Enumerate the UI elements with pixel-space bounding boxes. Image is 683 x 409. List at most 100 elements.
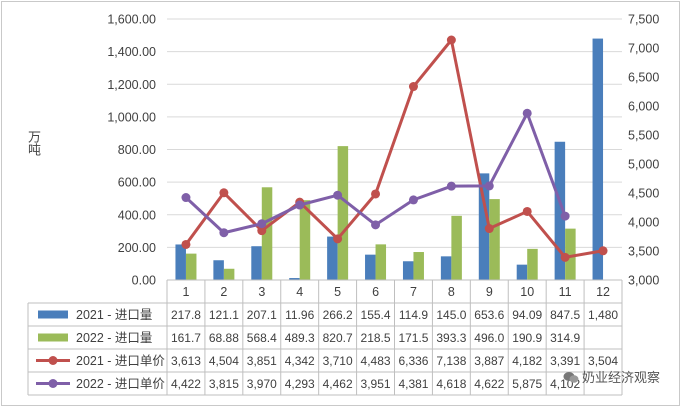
bar xyxy=(327,236,338,280)
category-label: 8 xyxy=(448,285,455,299)
line-marker xyxy=(522,108,532,118)
bar xyxy=(299,200,311,280)
line-marker xyxy=(408,195,418,205)
y-right-tick-label: 5,500 xyxy=(628,129,659,143)
table-cell: 207.1 xyxy=(247,308,277,322)
table-cell: 4,342 xyxy=(285,354,315,368)
y-right-tick-label: 3,500 xyxy=(628,245,659,259)
bar xyxy=(375,244,387,280)
line-marker xyxy=(219,188,229,198)
legend-label: 2021 - 进口单价 xyxy=(76,354,165,368)
category-label: 2 xyxy=(220,285,227,299)
table-cell: 4,293 xyxy=(285,377,315,391)
table-cell: 3,887 xyxy=(474,354,504,368)
table-cell: 4,622 xyxy=(474,377,504,391)
table-cell: 3,815 xyxy=(209,377,239,391)
legend-swatch xyxy=(38,333,68,342)
y-left-tick-label: 400.00 xyxy=(118,208,156,222)
category-label: 6 xyxy=(372,285,379,299)
table-cell: 3,391 xyxy=(550,354,580,368)
bar xyxy=(527,248,538,280)
table-cell: 568.4 xyxy=(247,331,277,345)
category-label: 7 xyxy=(410,285,417,299)
y-right-tick-label: 6,500 xyxy=(628,71,659,85)
watermark: 奶业经济观察 xyxy=(563,367,660,386)
table-cell: 114.9 xyxy=(399,308,428,322)
table-cell: 820.7 xyxy=(323,331,353,345)
line-marker xyxy=(181,239,191,249)
category-label: 11 xyxy=(559,285,572,299)
y-left-tick-label: 1,200.00 xyxy=(107,78,156,92)
y-left-tick-label: 1,400.00 xyxy=(107,45,156,59)
table-cell: 496.0 xyxy=(474,331,504,345)
line-marker xyxy=(295,200,305,210)
y-right-tick-label: 7,500 xyxy=(628,13,659,27)
table-cell: 4,422 xyxy=(171,377,201,391)
line-marker xyxy=(371,189,381,199)
legend-marker xyxy=(48,379,58,388)
line-marker xyxy=(181,193,191,203)
y-left-tick-label: 600.00 xyxy=(118,176,156,190)
line-marker xyxy=(257,219,267,229)
y-right-tick-label: 3,000 xyxy=(628,274,659,288)
table-cell: 847.5 xyxy=(550,308,580,322)
table-cell: 266.2 xyxy=(323,308,353,322)
table-cell: 3,504 xyxy=(588,354,618,368)
legend-label: 2022 - 进口量 xyxy=(76,331,152,345)
legend-label: 2021 - 进口量 xyxy=(76,308,152,322)
bar xyxy=(213,260,224,280)
line-marker xyxy=(408,82,418,92)
line-marker xyxy=(371,220,381,230)
category-label: 10 xyxy=(520,285,534,299)
table-cell: 4,182 xyxy=(512,354,542,368)
table-cell: 4,504 xyxy=(209,354,239,368)
y-right-tick-label: 5,000 xyxy=(628,158,659,172)
table-cell: 11.96 xyxy=(285,308,314,322)
category-label: 5 xyxy=(334,285,341,299)
y-left-tick-label: 1,600.00 xyxy=(107,13,156,27)
legend-label: 2022 - 进口单价 xyxy=(76,377,165,391)
legend-marker xyxy=(48,356,58,365)
category-label: 3 xyxy=(258,285,265,299)
y-left-tick-label: 0.00 xyxy=(132,274,156,288)
table-cell: 3,851 xyxy=(247,354,277,368)
table-cell: 489.3 xyxy=(285,331,315,345)
category-label: 9 xyxy=(486,285,493,299)
line-marker xyxy=(219,228,229,238)
line-marker xyxy=(484,181,494,191)
table-cell: 653.6 xyxy=(474,308,504,322)
table-cell: 155.4 xyxy=(361,308,391,322)
watermark-text: 奶业经济观察 xyxy=(582,371,661,386)
line-marker xyxy=(257,226,267,236)
table-cell: 4,381 xyxy=(398,377,428,391)
line-marker xyxy=(446,35,456,45)
table-cell: 4,462 xyxy=(323,377,353,391)
bar xyxy=(516,264,528,280)
bar xyxy=(185,253,197,280)
line-marker xyxy=(598,246,608,256)
bar xyxy=(451,215,462,280)
y-right-tick-label: 7,000 xyxy=(628,42,659,56)
table-cell: 145.0 xyxy=(436,308,466,322)
bar xyxy=(251,246,262,280)
table-cell: 217.8 xyxy=(171,308,201,322)
table-cell: 3,710 xyxy=(323,354,353,368)
line-marker xyxy=(446,181,456,191)
line-marker xyxy=(560,211,570,221)
category-label: 4 xyxy=(296,285,303,299)
y-left-tick-label: 800.00 xyxy=(118,143,156,157)
y-right-tick-label: 4,000 xyxy=(628,216,659,230)
bar xyxy=(440,256,452,280)
category-label: 1 xyxy=(182,285,189,299)
y-left-tick-label: 1,000.00 xyxy=(107,110,156,124)
table-cell: 6,336 xyxy=(398,354,428,368)
table-cell: 94.09 xyxy=(512,308,542,322)
bar xyxy=(365,254,376,280)
table-cell: 3,613 xyxy=(171,354,201,368)
wechat-logo-icon xyxy=(563,372,579,383)
table-cell: 171.5 xyxy=(398,331,428,345)
table-cell: 4,618 xyxy=(436,377,466,391)
bar xyxy=(478,173,490,280)
